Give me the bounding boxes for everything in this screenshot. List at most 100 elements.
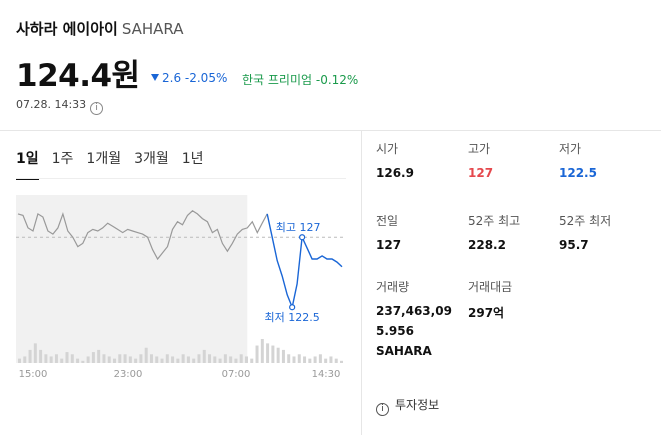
stat-amount-label: 거래대금 [468, 280, 513, 294]
stat-volume-unit: SAHARA [376, 344, 432, 358]
invest-info-label: 투자정보 [395, 398, 440, 412]
volume-bar [113, 358, 117, 363]
stat-low: 저가 122.5 [559, 140, 597, 180]
volume-bar [223, 354, 227, 363]
stat-high-value: 127 [468, 166, 494, 180]
volume-bar [102, 354, 106, 363]
x-tick-label: 07:00 [222, 369, 251, 380]
korea-premium: 한국 프리미엄 -0.12% [242, 73, 359, 87]
volume-bar [165, 354, 169, 363]
stat-prev-close-label: 전일 [376, 214, 399, 228]
volume-bar [128, 356, 132, 363]
price-change: 2.6 -2.05% [151, 71, 227, 85]
stat-open-value: 126.9 [376, 166, 414, 180]
tab-1-year[interactable]: 1년 [181, 151, 204, 167]
stat-volume-value-line1: 237,463,09 [376, 304, 452, 318]
stat-prev-close: 전일 127 [376, 212, 401, 252]
volume-bar [171, 356, 175, 363]
low-annotation: 최저 122.5 [265, 311, 320, 324]
volume-bar [181, 354, 185, 363]
stat-low-value: 122.5 [559, 166, 597, 180]
price-chart[interactable]: 최고 127 최저 122.5 15:00 23:00 07:00 14:30 [16, 195, 346, 385]
volume-bar [244, 356, 248, 363]
price-row: 124.4원 [16, 50, 140, 95]
volume-bar [107, 356, 111, 363]
volume-bar [255, 345, 259, 363]
stat-open-label: 시가 [376, 142, 399, 156]
info-icon: i [376, 403, 389, 416]
volume-bar [134, 358, 138, 363]
volume-bar [186, 356, 190, 363]
volume-bar [176, 358, 180, 363]
volume-bar [266, 343, 270, 363]
stat-low-label: 저가 [559, 142, 582, 156]
volume-bar [287, 354, 291, 363]
volume-bar [340, 360, 343, 363]
volume-bar [260, 339, 264, 363]
down-triangle-icon [151, 74, 159, 81]
volume-bar [313, 356, 317, 363]
period-tabs: 1일 1주 1개월 3개월 1년 [16, 148, 217, 180]
volume-bar [44, 354, 48, 363]
volume-bar [303, 356, 307, 363]
tab-1-day[interactable]: 1일 [16, 148, 39, 180]
volume-bar [76, 358, 80, 363]
volume-bar [234, 358, 238, 363]
tab-3-month[interactable]: 3개월 [134, 151, 169, 167]
volume-bar [81, 360, 85, 363]
price-change-text: 2.6 -2.05% [162, 71, 228, 85]
stat-52w-high-value: 228.2 [468, 238, 506, 252]
stat-52w-low: 52주 최저 95.7 [559, 212, 611, 252]
volume-bar [23, 356, 27, 363]
high-marker [299, 234, 306, 241]
volume-bar [49, 356, 53, 363]
title-row: 사하라 에이아이 SAHARA [16, 18, 184, 39]
current-price: 124.4원 [16, 58, 140, 94]
stat-high: 고가 127 [468, 140, 493, 180]
info-icon[interactable]: i [90, 102, 104, 115]
tab-1-month[interactable]: 1개월 [86, 151, 122, 167]
volume-bar [144, 347, 148, 363]
volume-bar [197, 354, 201, 363]
stat-52w-low-label: 52주 최저 [559, 214, 612, 228]
divider [0, 130, 661, 131]
price-line-current [266, 213, 343, 310]
volume-bar [65, 352, 69, 363]
invest-info-link[interactable]: i 투자정보 [376, 396, 439, 416]
volume-bar [276, 347, 280, 363]
volume-bar [91, 352, 95, 363]
volume-bar [70, 354, 74, 363]
volume-bar [308, 358, 312, 363]
volume-bar [318, 354, 322, 363]
divider [361, 131, 362, 435]
volume-bar [334, 358, 338, 363]
x-tick-label: 23:00 [114, 369, 143, 380]
timestamp-row: 07.28. 14:33 i [16, 98, 104, 115]
high-annotation: 최고 127 [276, 221, 321, 234]
volume-bar [324, 358, 328, 363]
tab-1-week[interactable]: 1주 [51, 151, 74, 167]
volume-bar [202, 349, 206, 363]
volume-bar [139, 354, 143, 363]
stat-52w-low-value: 95.7 [559, 238, 589, 252]
stat-52w-high-label: 52주 최고 [468, 214, 521, 228]
x-tick-label: 14:30 [312, 369, 341, 380]
volume-bar [28, 349, 32, 363]
stat-prev-close-value: 127 [376, 238, 402, 252]
volume-bar [39, 349, 43, 363]
volume-bar [229, 356, 233, 363]
price-chart-svg: 최고 127 최저 122.5 15:00 23:00 07:00 14:30 [16, 195, 346, 380]
volume-bar [86, 356, 90, 363]
stat-amount: 거래대금 297억 [468, 278, 512, 321]
stat-high-label: 고가 [468, 142, 491, 156]
volume-bar [297, 354, 301, 363]
volume-bar [123, 354, 127, 363]
volume-bar [155, 356, 159, 363]
volume-bar [118, 354, 122, 363]
volume-bar [250, 358, 254, 363]
coin-name: 사하라 에이아이 [16, 20, 118, 38]
stat-volume: 거래량 237,463,09 5.956 SAHARA [376, 278, 452, 358]
volume-bar [54, 354, 58, 363]
volume-bar [160, 358, 164, 363]
volume-bar [97, 349, 101, 363]
